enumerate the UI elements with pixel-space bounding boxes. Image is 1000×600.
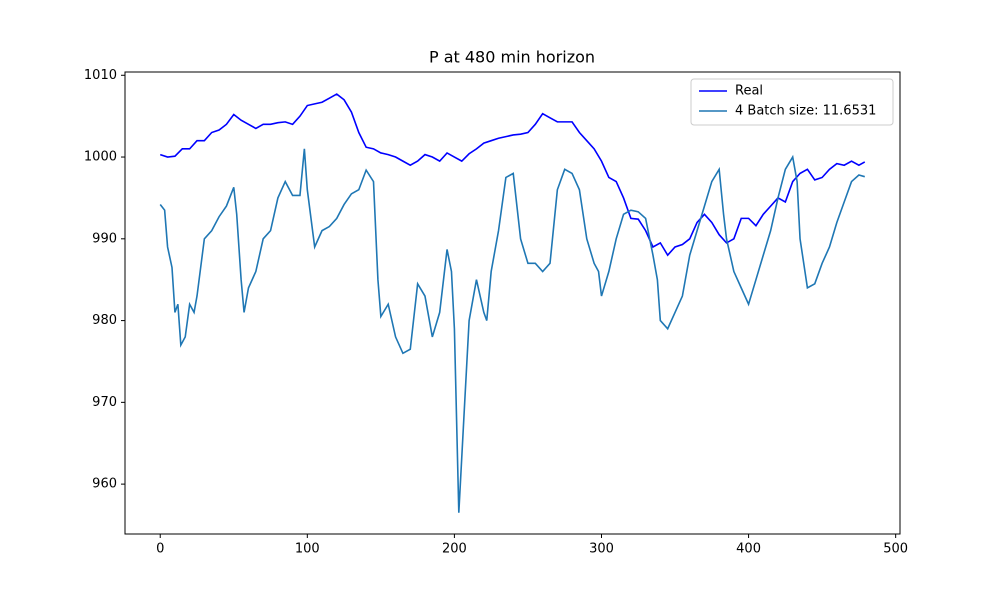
x-tick-label: 300: [589, 542, 614, 557]
x-tick-label: 100: [295, 542, 320, 557]
x-tick-label: 0: [156, 542, 164, 557]
y-tick-label: 960: [92, 477, 117, 492]
legend-label: Real: [735, 84, 763, 99]
y-tick-label: 1000: [84, 150, 117, 165]
plot-frame: [124, 71, 901, 535]
data-line: [159, 148, 865, 513]
y-tick-label: 1010: [84, 68, 117, 83]
legend-box: [690, 78, 894, 126]
data-line: [159, 93, 866, 257]
y-tick-label: 980: [92, 313, 117, 328]
x-tick-label: 500: [883, 542, 908, 557]
legend-label: 4 Batch size: 11.6531: [735, 104, 876, 119]
y-tick-label: 990: [92, 231, 117, 246]
chart-title: P at 480 min horizon: [429, 48, 595, 67]
y-tick-label: 970: [92, 395, 117, 410]
x-tick-label: 200: [442, 542, 467, 557]
x-tick-label: 400: [736, 542, 761, 557]
